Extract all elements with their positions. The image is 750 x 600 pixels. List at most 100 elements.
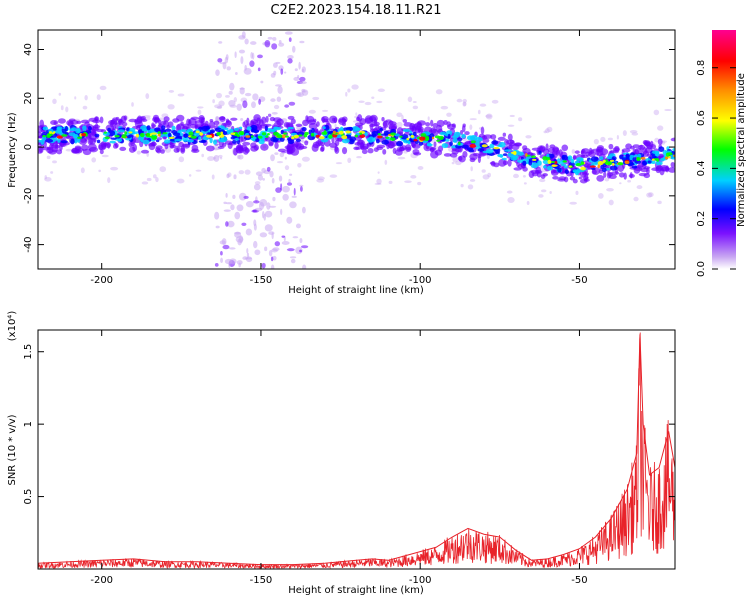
heatmap-cell	[244, 64, 247, 71]
heatmap-cell	[109, 140, 116, 144]
heatmap-cell	[322, 126, 326, 130]
heatmap-cell	[260, 80, 264, 84]
heatmap-cell	[271, 248, 278, 253]
heatmap-cell	[407, 140, 411, 145]
heatmap-cell	[289, 256, 297, 259]
heatmap-cell	[46, 146, 54, 150]
heatmap-cell	[455, 160, 462, 166]
heatmap-cell	[557, 178, 566, 182]
heatmap-cell	[282, 193, 289, 201]
heatmap-cell	[334, 146, 340, 154]
heatmap-cell	[513, 167, 522, 171]
heatmap-cell	[460, 183, 464, 188]
heatmap-cell	[80, 119, 90, 124]
heatmap-cell	[593, 138, 599, 145]
heatmap-cell	[608, 199, 614, 206]
colorbar-tick-label: 0.0	[696, 261, 707, 277]
heatmap-cell	[468, 149, 475, 153]
heatmap-cell	[623, 172, 627, 180]
heatmap-cell	[638, 172, 647, 177]
heatmap-cell	[329, 142, 338, 148]
heatmap-cell	[528, 160, 533, 166]
heatmap-cell	[223, 209, 231, 212]
heatmap-cell	[469, 179, 476, 182]
heatmap-cell	[597, 164, 601, 169]
heatmap-cell	[246, 252, 250, 258]
heatmap-cell	[205, 145, 215, 152]
heatmap-cell	[265, 115, 269, 123]
heatmap-cell	[189, 123, 198, 129]
heatmap-cell	[48, 131, 53, 134]
heatmap-cell	[119, 146, 127, 152]
heatmap-cell	[126, 127, 130, 132]
heatmap-cell	[426, 142, 432, 147]
heatmap-cell	[299, 76, 306, 82]
heatmap-cell	[188, 174, 192, 177]
heatmap-cell	[44, 175, 47, 180]
heatmap-cell	[451, 135, 459, 139]
heatmap-cell	[631, 165, 638, 169]
heatmap-cell	[558, 149, 563, 157]
heatmap-cell	[289, 201, 297, 209]
heatmap-cell	[349, 136, 357, 142]
heatmap-cell	[512, 155, 517, 161]
heatmap-cell	[281, 134, 287, 139]
heatmap-cell	[277, 148, 287, 153]
heatmap-cell	[128, 141, 133, 148]
heatmap-cell	[261, 262, 266, 269]
heatmap-cell	[576, 157, 584, 162]
heatmap-cell	[80, 167, 85, 174]
y-tick-label: 1.5	[23, 344, 34, 360]
heatmap-cell	[491, 140, 499, 145]
heatmap-cell	[171, 125, 176, 131]
heatmap-cell	[356, 116, 360, 122]
heatmap-cell	[345, 130, 351, 134]
heatmap-cell	[417, 120, 426, 126]
heatmap-cell	[425, 122, 431, 127]
heatmap-cell	[140, 136, 144, 143]
y-tick-label: 20	[23, 92, 34, 105]
heatmap-cell	[246, 126, 252, 131]
heatmap-cell	[299, 81, 307, 85]
heatmap-cell	[290, 118, 296, 125]
heatmap-cell	[232, 194, 236, 200]
heatmap-cell	[239, 87, 245, 90]
heatmap-cell	[280, 208, 283, 216]
heatmap-cell	[99, 116, 104, 124]
heatmap-cell	[549, 191, 552, 194]
heatmap-cell	[284, 104, 290, 108]
heatmap-cell	[618, 172, 625, 178]
heatmap-cell	[173, 147, 180, 153]
heatmap-cell	[140, 149, 150, 154]
heatmap-cell	[272, 255, 277, 261]
heatmap-cell	[267, 36, 273, 40]
heatmap-cell	[89, 137, 96, 145]
heatmap-cell	[234, 51, 237, 59]
heatmap-cell	[354, 142, 361, 146]
heatmap-cell	[258, 98, 262, 105]
heatmap-cell	[215, 225, 220, 229]
heatmap-cell	[183, 133, 188, 138]
heatmap-cell	[288, 101, 296, 106]
heatmap-cell	[377, 135, 383, 139]
heatmap-cell	[603, 171, 607, 178]
heatmap-cell	[405, 146, 411, 151]
y-tick-label: -20	[23, 188, 34, 204]
heatmap-cell	[273, 104, 280, 110]
heatmap-cell	[207, 156, 215, 162]
heatmap-cell	[489, 143, 495, 149]
heatmap-cell	[452, 137, 458, 143]
heatmap-cell	[543, 130, 547, 134]
heatmap-cell	[249, 60, 255, 67]
heatmap-cell	[269, 170, 274, 178]
heatmap-cell	[216, 106, 223, 109]
heatmap-cell	[572, 169, 578, 173]
heatmap-cell	[74, 146, 82, 151]
heatmap-cell	[159, 166, 167, 173]
heatmap-cell	[287, 115, 295, 120]
heatmap-cell	[664, 156, 669, 160]
heatmap-cell	[506, 190, 513, 194]
heatmap-cell	[377, 88, 386, 93]
heatmap-cell	[651, 158, 655, 161]
